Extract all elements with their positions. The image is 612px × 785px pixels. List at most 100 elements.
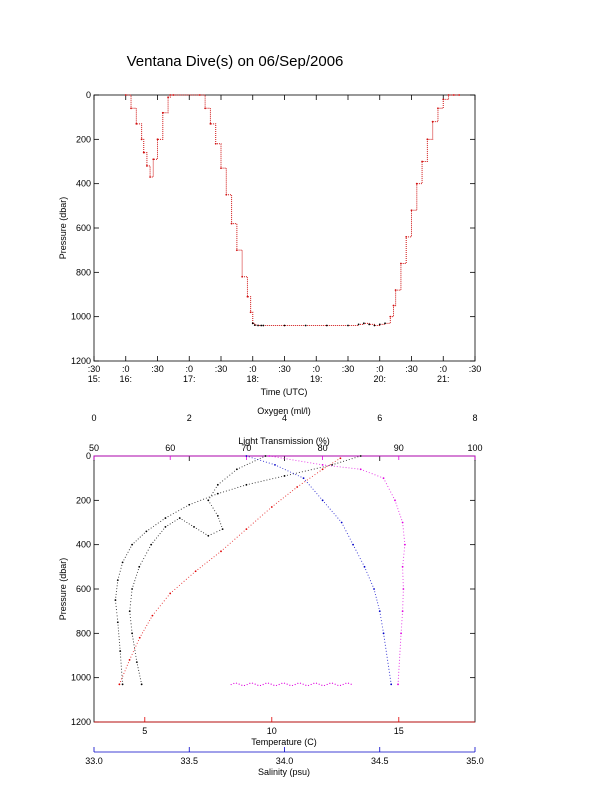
oxygen-trace-dot xyxy=(231,472,233,474)
temperature-trace-dot xyxy=(327,465,329,467)
oxygen-trace-dot xyxy=(130,546,132,548)
temperature-point xyxy=(296,486,299,488)
depth-line xyxy=(125,94,460,327)
salinity-trace-dot xyxy=(310,486,312,488)
light-trace-dot xyxy=(403,550,405,552)
depth-point xyxy=(220,167,222,170)
light-trace-dot xyxy=(400,626,403,628)
temperature-trace-dot xyxy=(125,667,127,669)
temperature-trace-dot xyxy=(192,572,194,574)
oxygen-trace-dot xyxy=(209,502,211,504)
light-bottom-trace-dot xyxy=(307,684,310,687)
temperature-trace-dot xyxy=(268,508,271,510)
temperature-trace-dot xyxy=(282,497,284,499)
oxygen-trace-dot xyxy=(130,594,132,596)
light-bottom-trace-dot xyxy=(262,683,264,686)
light-trace-dot xyxy=(387,485,389,488)
bottom-y-axis-label: Pressure (dbar) xyxy=(58,558,68,621)
temperature-trace-dot xyxy=(241,532,243,534)
light-bottom-trace-dot xyxy=(246,683,248,686)
oxygen-trace-dot xyxy=(134,580,136,582)
oxygen-trace-dot xyxy=(116,612,118,614)
top-y-tick-label: 800 xyxy=(76,267,91,277)
top-y-tick-label: 1200 xyxy=(71,356,91,366)
oxygen-trace-dot xyxy=(119,653,121,655)
temperature-trace-dot xyxy=(238,534,241,536)
temperature-trace-dot xyxy=(309,477,311,479)
light-trace-dot xyxy=(402,569,404,571)
top-plot-frame xyxy=(93,94,476,362)
oxygen-trace-dot xyxy=(135,577,137,579)
light-trace-dot xyxy=(310,462,312,464)
salinity-trace-dot xyxy=(316,493,318,495)
light-bottom-trace-dot xyxy=(315,682,318,684)
oxygen-trace-dot xyxy=(210,494,213,496)
salinity-tick-label: 34.0 xyxy=(276,756,294,766)
depth-point xyxy=(214,142,217,145)
oxygen-trace-dot xyxy=(135,658,137,660)
oxygen-trace-dot xyxy=(322,466,324,468)
oxygen-point xyxy=(140,683,143,686)
temperature-trace-dot xyxy=(159,605,161,607)
salinity-trace-dot xyxy=(349,538,351,540)
oxygen-trace-dot xyxy=(118,638,120,641)
light-trace-dot xyxy=(399,641,402,643)
temperature-trace-dot xyxy=(314,474,316,476)
oxygen-trace-dot xyxy=(354,457,356,459)
light-trace-dot xyxy=(390,491,392,493)
depth-point xyxy=(362,322,365,325)
top-x-tick-minute-label: :0 xyxy=(122,364,130,374)
salinity-trace-dot xyxy=(379,613,381,615)
temperature-trace-dot xyxy=(178,584,180,586)
temperature-trace-dot xyxy=(289,491,291,494)
salinity-trace-dot xyxy=(297,475,299,477)
salinity-trace-dot xyxy=(257,458,259,461)
temperature-trace-dot xyxy=(299,484,301,486)
oxygen-trace-dot xyxy=(139,536,141,538)
salinity-trace-dot xyxy=(377,605,379,607)
light-bottom-trace-dot xyxy=(275,684,278,687)
oxygen-trace-dot xyxy=(127,551,129,553)
top-x-ticks: :3015::016::30:017::30:018::30:019::30:0… xyxy=(88,95,481,384)
temperature-trace-dot xyxy=(324,467,326,469)
light-trace-dot xyxy=(316,463,318,465)
oxygen-trace-dot xyxy=(259,457,261,459)
salinity-tick-label: 34.5 xyxy=(371,756,389,766)
oxygen-trace-dot xyxy=(220,492,222,494)
temperature-trace-dot xyxy=(157,607,159,609)
salinity-trace-dot xyxy=(282,467,284,470)
oxygen-point xyxy=(283,475,286,477)
temperature-trace-dot xyxy=(124,670,126,672)
oxygen-trace-dot xyxy=(140,680,142,683)
light-trace-dot xyxy=(398,668,400,670)
temperature-trace-dot xyxy=(146,624,148,627)
salinity-trace-dot xyxy=(268,462,270,464)
oxygen-trace-dot xyxy=(222,491,225,493)
oxygen-trace-dot xyxy=(310,469,312,471)
salinity-trace-dot xyxy=(254,458,256,460)
temperature-trace-dot xyxy=(329,464,331,466)
depth-point xyxy=(410,209,413,212)
depth-point xyxy=(156,138,159,141)
salinity-trace-dot xyxy=(335,515,337,517)
temperature-trace-dot xyxy=(255,520,257,522)
temperature-point xyxy=(245,528,248,531)
oxygen-trace-dot xyxy=(119,647,121,649)
salinity-trace-dot xyxy=(362,563,364,565)
light-point xyxy=(321,463,324,466)
salinity-trace-dot xyxy=(382,629,384,631)
depth-point xyxy=(431,120,434,123)
light-point xyxy=(359,468,362,471)
light-trace-dot xyxy=(402,585,404,587)
salinity-trace-dot xyxy=(361,560,363,562)
oxygen-point xyxy=(121,561,124,564)
light-trace-dot xyxy=(399,647,401,649)
salinity-trace-dot xyxy=(355,549,357,551)
salinity-trace-dot xyxy=(383,638,386,640)
light-bottom-trace-dot xyxy=(257,684,259,686)
light-point xyxy=(382,477,385,480)
light-trace-dot xyxy=(402,575,404,577)
temperature-point xyxy=(169,592,172,595)
oxygen-trace-dot xyxy=(298,471,300,474)
